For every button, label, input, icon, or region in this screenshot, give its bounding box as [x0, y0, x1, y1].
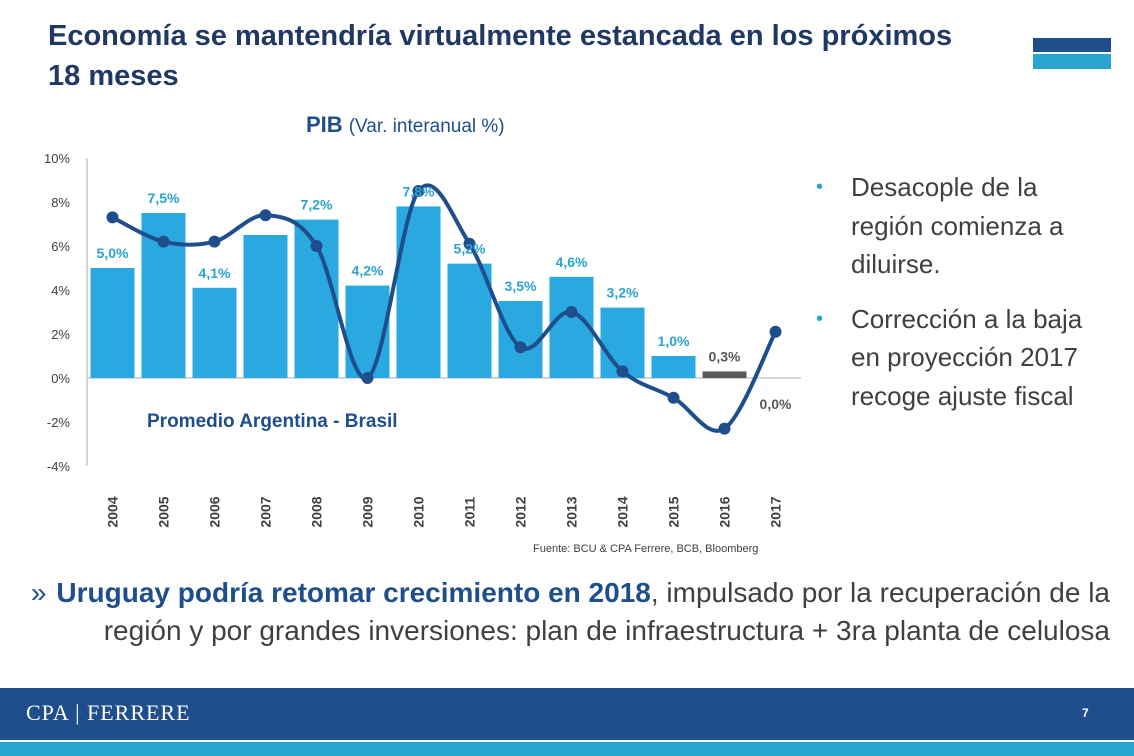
chart-title-main: PIB: [306, 112, 343, 137]
bar-2011: [447, 263, 492, 378]
line-point-2008: [310, 240, 323, 252]
line-point-2017: [769, 325, 782, 338]
line-series-label: Promedio Argentina - Brasil: [147, 411, 398, 432]
line-point-2009: [361, 372, 374, 384]
data-label-2013: 4,6%: [556, 254, 588, 270]
data-label-2006: 4,1%: [199, 265, 231, 281]
footer-stripe: [0, 742, 1134, 756]
bar-2006: [192, 287, 237, 378]
line-point-2006: [208, 235, 221, 248]
line-point-2007: [259, 209, 272, 222]
bar-2007: [243, 235, 288, 378]
line-point-2013: [565, 306, 578, 318]
data-label-2011: 5,2%: [454, 241, 486, 257]
y-tick-label: -2%: [47, 415, 71, 430]
x-tick-label: 2008: [309, 496, 325, 527]
x-tick-label: 2012: [513, 496, 529, 527]
x-tick-label: 2009: [360, 496, 376, 527]
bar-2016: [702, 371, 747, 378]
x-tick-label: 2015: [666, 496, 682, 527]
corner-stripe-bottom: [1033, 54, 1111, 69]
y-tick-label: 6%: [51, 239, 70, 254]
line-point-2014: [616, 365, 629, 378]
bar-2015: [651, 356, 696, 378]
summary-text: , impulsado por la recuperación de la re…: [103, 577, 1110, 646]
y-tick-label: 4%: [51, 283, 70, 298]
bar-2004: [90, 268, 135, 378]
bullet-list: • Desacople de la región comienza a dilui…: [816, 168, 1116, 431]
line-point-2005: [157, 235, 170, 248]
y-tick-label: 8%: [51, 195, 70, 210]
chart-axes: -4% -2% 0% 2% 4% 6% 8% 10% 2004 2005 2006 2007 2008 2…: [44, 151, 801, 528]
corner-stripe-top: [1033, 38, 1111, 52]
bullet-text: Desacople de la región comienza a diluir…: [851, 172, 1064, 279]
data-label-2012: 3,5%: [505, 278, 537, 294]
y-tick-label: 0%: [51, 371, 70, 386]
x-tick-label: 2007: [258, 496, 274, 527]
page-number: 7: [1082, 706, 1089, 720]
chart-subtitle: (Var. interanual %): [349, 116, 505, 137]
y-tick-label: 2%: [51, 327, 70, 342]
line-point-2016: [718, 422, 731, 435]
summary-highlight: Uruguay podría retomar crecimiento en 20…: [56, 577, 651, 608]
data-label-2005: 7,5%: [148, 190, 180, 206]
x-tick-label: 2016: [717, 496, 733, 527]
gdp-chart: PIB (Var. interanual %) -4% -2% 0% 2% 4% 6% 8% 1…: [44, 112, 801, 555]
x-tick-label: 2006: [207, 496, 223, 527]
footer-bar: [0, 688, 1134, 740]
y-tick-label: 10%: [44, 151, 70, 166]
line-point-2011: [463, 237, 476, 250]
line-series-path: [110, 183, 778, 433]
line-point-2012: [514, 341, 527, 354]
company-logo: CPA | FERRERE: [26, 700, 191, 725]
bullet-icon: •: [816, 176, 824, 198]
bullet-text: Corrección a la baja en proyección 2017 …: [851, 303, 1083, 411]
x-tick-label: 2004: [105, 496, 121, 527]
x-tick-label: 2011: [462, 497, 478, 528]
x-tick-label: 2010: [411, 496, 427, 527]
x-tick-label: 2014: [615, 496, 631, 527]
x-tick-label: 2005: [156, 496, 172, 527]
line-point-2010: [412, 185, 425, 197]
chevron-icon: »: [30, 577, 47, 608]
data-label-2014: 3,2%: [607, 285, 639, 301]
bullet-icon: •: [816, 307, 824, 330]
summary-note: » Uruguay podría retomar crecimiento en 2…: [30, 574, 1110, 650]
y-tick-label: -4%: [47, 459, 71, 474]
chart-source: Fuente: BCU & CPA Ferrere, BCB, Bloomber…: [533, 543, 758, 555]
chart-labels: 5,0% 7,5% 4,1% 7,2% 4,2% 7,8% 5,2% 3,5% 4,6% 3,2%…: [97, 183, 792, 412]
chart-title: PIB (Var. interanual %): [306, 112, 505, 137]
data-label-2004: 5,0%: [97, 245, 129, 261]
data-label-2017: 0,0%: [760, 396, 792, 412]
bar-2013: [549, 276, 594, 378]
bullet-item: • Desacople de la región comienza a dilui…: [816, 168, 1116, 284]
data-label-2015: 1,0%: [658, 333, 690, 349]
slide-title: Economía se mantendría virtualmente esta…: [48, 20, 953, 92]
data-label-2010: 7,8%: [403, 183, 435, 199]
x-tick-label: 2013: [564, 496, 580, 527]
data-label-2016: 0,3%: [709, 348, 741, 364]
chart-line-series: [106, 183, 782, 435]
line-point-2004: [106, 211, 119, 224]
chart-bars: [90, 206, 747, 378]
line-point-2015: [667, 391, 680, 404]
x-tick-label: 2017: [768, 496, 784, 527]
bar-2012: [498, 301, 543, 378]
data-label-2008: 7,2%: [301, 197, 333, 213]
data-label-2009: 4,2%: [352, 263, 384, 279]
bullet-item: • Corrección a la baja en proyección 2017…: [816, 300, 1116, 416]
